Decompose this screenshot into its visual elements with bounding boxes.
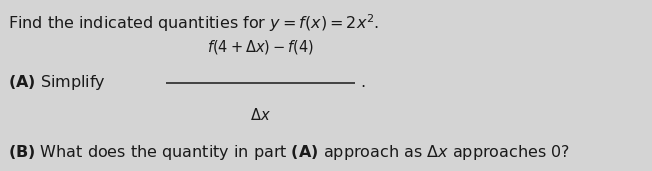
Text: $\Delta x$: $\Delta x$ [250, 107, 271, 123]
Text: $f(4 + \Delta x) - f(4)$: $f(4 + \Delta x) - f(4)$ [207, 38, 314, 56]
Text: $\bf{(A)}$ Simplify: $\bf{(A)}$ Simplify [8, 73, 106, 93]
Text: Find the indicated quantities for $y = f(x) = 2x^2$.: Find the indicated quantities for $y = f… [8, 12, 379, 34]
Text: $\bf{(B)}$ What does the quantity in part $\bf{(A)}$ approach as $\Delta x$ appr: $\bf{(B)}$ What does the quantity in par… [8, 143, 570, 162]
Text: .: . [361, 75, 366, 90]
